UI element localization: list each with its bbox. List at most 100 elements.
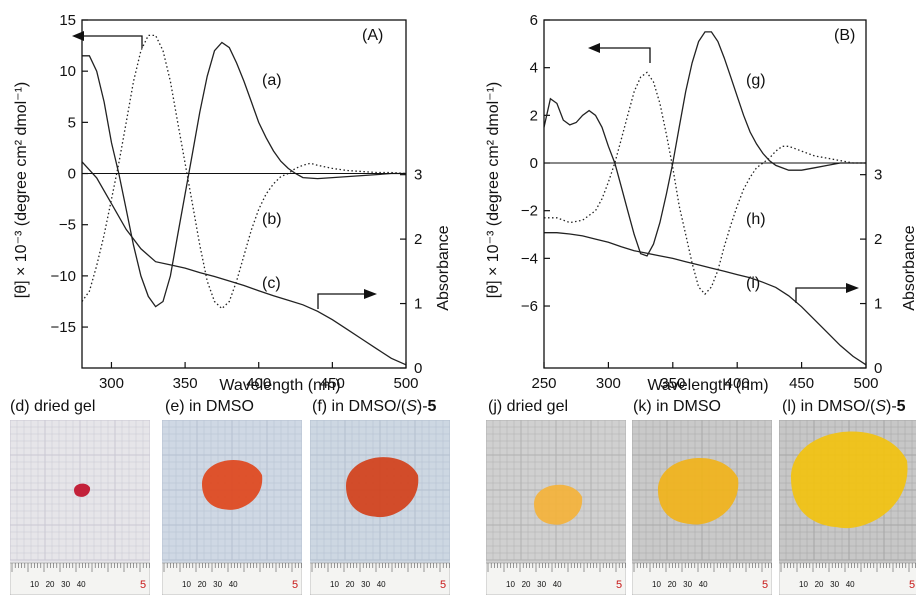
photo-label-4: (k) in DMSO	[633, 398, 721, 415]
ruler	[162, 562, 302, 595]
ruler-numbers: 10 20 30 40	[506, 580, 562, 589]
gel-photo-1: 10 20 30 40 5	[162, 420, 302, 595]
y-right-tick-label: 3	[414, 167, 422, 184]
y-left-tick-label: −5	[59, 217, 76, 234]
y-left-tick-label: −6	[521, 298, 538, 315]
x-ticks-b: 250 300 350 400 450 500	[531, 362, 879, 392]
y-left-ticks-a: 15 10 5 0 −5 −10 −15	[51, 12, 88, 336]
arrow-right-b	[795, 283, 859, 303]
photo-label-5: (l) in DMSO/(S)-5	[782, 398, 906, 415]
curve-label-a: (a)	[262, 72, 282, 89]
x-tick-label: 350	[660, 375, 685, 392]
ruler-red-mark: 5	[909, 579, 915, 591]
arrow-left-b	[588, 43, 651, 63]
gel-photo-3: 10 20 30 40 5	[486, 420, 626, 595]
gel-sample-shape	[74, 483, 91, 497]
y-right-tick-label: 0	[874, 360, 882, 377]
y-left-tick-label: 5	[68, 114, 76, 131]
ruler	[486, 562, 626, 595]
plot-frame	[543, 19, 867, 369]
x-axis-label-b: Wavelength (nm)	[647, 377, 768, 394]
curve-label-b: (b)	[262, 211, 282, 228]
y-right-tick-label: 1	[874, 296, 882, 313]
x-tick-label: 450	[320, 375, 345, 392]
x-axis-label-a: Wavelength (nm)	[219, 377, 340, 394]
photo-label-0: (d) dried gel	[10, 398, 96, 415]
x-tick-label: 400	[246, 375, 271, 392]
y-right-label-a: Absorbance	[435, 225, 452, 310]
y-left-tick-label: −2	[521, 203, 538, 220]
y-left-tick-label: 2	[530, 107, 538, 124]
curve-label-g: (g)	[746, 72, 766, 89]
gel-sample-shape	[202, 459, 263, 510]
ruler-numbers: 10 20 30 40	[182, 580, 238, 589]
x-tick-label: 500	[393, 375, 418, 392]
y-right-tick-label: 0	[414, 360, 422, 377]
ruler-red-mark: 5	[292, 579, 298, 591]
ruler-red-mark: 5	[616, 579, 622, 591]
cd-chart-b: (B) 250 300 350 400 450 500 6 4 2 0 −2 −4 −6 0 1 2 3 W…	[485, 12, 916, 394]
x-tick-label: 300	[99, 375, 124, 392]
y-left-tick-label: 0	[68, 166, 76, 183]
gel-sample-shape	[658, 457, 739, 525]
plot-frame	[81, 19, 407, 369]
ruler	[779, 562, 916, 595]
ruler	[10, 562, 150, 595]
y-left-tick-label: 6	[530, 12, 538, 29]
curve-label-h: (h)	[746, 211, 766, 228]
curves-a	[81, 34, 407, 366]
ruler-numbers: 10 20 30 40	[330, 580, 386, 589]
series-line-g	[543, 31, 866, 257]
panel-label-a: (A)	[362, 27, 383, 44]
y-left-tick-label: 4	[530, 60, 538, 77]
y-right-tick-label: 3	[874, 167, 882, 184]
curve-label-c: (c)	[262, 275, 281, 292]
ruler-numbers: 10 20 30 40	[799, 580, 855, 589]
y-right-tick-label: 1	[414, 296, 422, 313]
y-left-tick-label: 10	[59, 63, 76, 80]
y-left-tick-label: 0	[530, 155, 538, 172]
photo-label-3: (j) dried gel	[488, 398, 569, 415]
y-left-tick-label: −4	[521, 250, 538, 267]
y-left-label-b: [θ] × 10⁻³ (degree cm² dmol⁻¹)	[485, 82, 502, 299]
y-right-ticks-a: 0 1 2 3	[400, 167, 422, 377]
gel-photo-4: 10 20 30 40 5	[632, 420, 772, 595]
curve-label-i: (i)	[746, 275, 760, 292]
ruler-numbers: 10 20 30 40	[30, 580, 86, 589]
y-left-tick-label: −15	[51, 319, 76, 336]
series-line-i	[544, 232, 867, 366]
series-line-h	[544, 71, 866, 296]
photo-label-1: (e) in DMSO	[165, 398, 254, 415]
ruler-numbers: 10 20 30 40	[652, 580, 708, 589]
gel-sample-shape	[791, 431, 908, 529]
gel-photo-2: 10 20 30 40 5	[310, 420, 450, 595]
y-left-label-a: [θ] × 10⁻³ (degree cm² dmol⁻¹)	[13, 82, 30, 299]
arrow-left-a	[72, 31, 143, 48]
y-right-tick-label: 2	[414, 231, 422, 248]
photo-label-2: (f) in DMSO/(S)-5	[312, 398, 437, 415]
ruler-red-mark: 5	[762, 579, 768, 591]
x-tick-label: 400	[725, 375, 750, 392]
y-left-tick-label: 15	[59, 12, 76, 29]
ruler-red-mark: 5	[140, 579, 146, 591]
series-line-c	[81, 161, 407, 366]
x-tick-label: 300	[596, 375, 621, 392]
gel-sample-shape	[346, 457, 419, 518]
series-line-a	[82, 41, 406, 308]
gel-sample-shape	[534, 484, 583, 525]
x-ticks-a: 300 350 400 450 500	[99, 362, 419, 392]
x-tick-label: 350	[173, 375, 198, 392]
panel-label-b: (B)	[834, 27, 855, 44]
x-tick-label: 500	[853, 375, 878, 392]
y-left-ticks-b: 6 4 2 0 −2 −4 −6	[521, 12, 550, 315]
gel-photo-5: 10 20 30 40 5	[779, 420, 916, 595]
x-tick-label: 450	[789, 375, 814, 392]
y-left-tick-label: −10	[51, 268, 76, 285]
ruler	[310, 562, 450, 595]
ruler-red-mark: 5	[440, 579, 446, 591]
arrow-right-a	[317, 289, 377, 309]
x-tick-label: 250	[531, 375, 556, 392]
gel-photo-0: 10 20 30 40 5	[10, 420, 150, 595]
y-right-ticks-b: 0 1 2 3	[860, 167, 882, 377]
